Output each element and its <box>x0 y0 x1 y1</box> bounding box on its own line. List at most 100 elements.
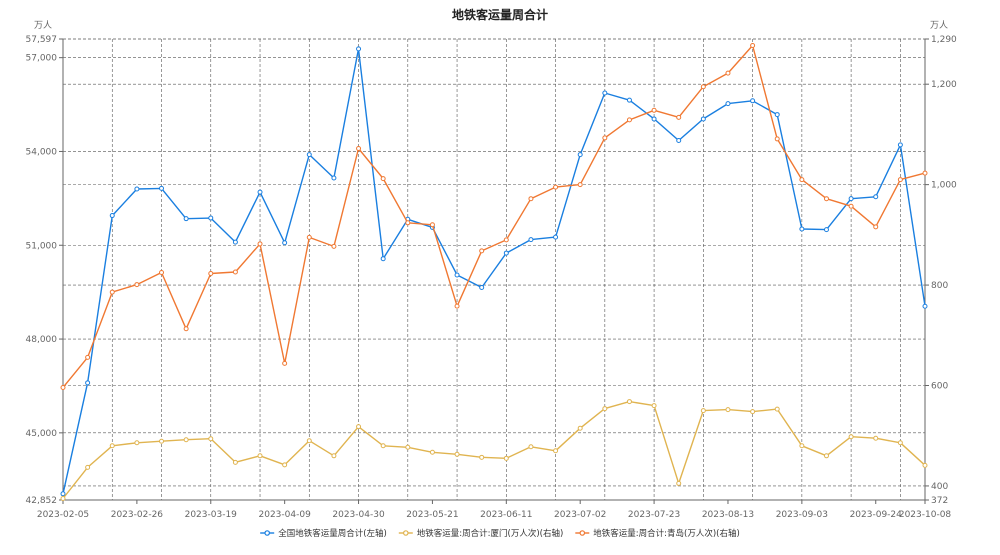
data-point <box>602 135 608 141</box>
data-point <box>602 406 608 412</box>
data-point <box>331 175 337 181</box>
data-point <box>356 46 362 52</box>
right-tick-label: 372 <box>931 496 948 506</box>
data-point <box>479 284 485 290</box>
left-tick-label: 48,000 <box>26 335 58 345</box>
data-point <box>429 449 435 455</box>
data-point <box>725 101 731 107</box>
axes: 42,852 45,000 48,000 51,000 54,000 57,000 57,5… <box>26 35 958 520</box>
left-tick-label: 45,000 <box>26 429 58 439</box>
data-point <box>553 448 559 454</box>
data-point <box>725 407 731 413</box>
data-point <box>799 443 805 449</box>
series-lines <box>60 43 928 501</box>
data-point <box>553 234 559 240</box>
data-point <box>553 184 559 190</box>
x-tick-label: 2023-09-03 <box>776 510 828 520</box>
data-point <box>774 406 780 412</box>
x-tick-label: 2023-02-05 <box>37 510 89 520</box>
data-point <box>651 116 657 122</box>
data-point <box>873 435 879 441</box>
data-point <box>282 240 288 246</box>
data-point <box>897 142 903 148</box>
data-point <box>823 453 829 459</box>
data-point <box>503 250 509 256</box>
legend-label: 地铁客运量:周合计:厦门(万人次)(右轴) <box>417 528 564 539</box>
data-point <box>823 196 829 202</box>
data-point <box>922 462 928 468</box>
data-point <box>183 437 189 443</box>
data-point <box>922 303 928 309</box>
data-point <box>257 189 263 195</box>
legend-swatch-marker <box>264 530 271 536</box>
data-point <box>922 170 928 176</box>
data-point <box>134 282 140 288</box>
left-tick-label: 54,000 <box>26 147 58 157</box>
data-point <box>799 177 805 183</box>
data-point <box>134 440 140 446</box>
legend-swatch-marker <box>579 530 586 536</box>
data-point <box>799 226 805 232</box>
data-point <box>750 409 756 415</box>
legend-swatch-marker <box>402 530 409 536</box>
data-point <box>528 237 534 243</box>
data-point <box>159 270 165 276</box>
data-point <box>306 152 312 158</box>
x-tick-label: 2023-02-26 <box>111 510 164 520</box>
data-point <box>60 491 66 497</box>
data-point <box>282 462 288 468</box>
data-point <box>626 399 632 405</box>
right-tick-label: 400 <box>931 482 948 492</box>
data-point <box>356 145 362 151</box>
data-point <box>208 271 214 277</box>
left-tick-label: 51,000 <box>26 241 58 251</box>
series-line-1 <box>62 400 926 499</box>
data-point <box>208 215 214 221</box>
x-tick-label: 2023-05-21 <box>406 510 458 520</box>
data-point <box>897 440 903 446</box>
data-point <box>848 203 854 209</box>
data-point <box>577 425 583 431</box>
data-point <box>750 98 756 104</box>
data-point <box>282 360 288 366</box>
legend: 全国地铁客运量周合计(左轴) 地铁客运量:周合计:厦门(万人次)(右轴) 地铁客运量… <box>260 528 740 539</box>
data-point <box>405 220 411 226</box>
x-tick-label: 2023-09-24 <box>850 510 903 520</box>
data-point <box>626 97 632 103</box>
data-point <box>306 438 312 444</box>
series-line-0 <box>62 48 926 494</box>
legend-item: 地铁客运量:周合计:厦门(万人次)(右轴) <box>398 528 564 539</box>
data-point <box>676 114 682 120</box>
legend-label: 全国地铁客运量周合计(左轴) <box>278 528 387 539</box>
legend-label: 地铁客运量:周合计:青岛(万人次)(右轴) <box>593 528 740 539</box>
data-point <box>306 234 312 240</box>
x-tick-label: 2023-08-13 <box>702 510 754 520</box>
x-tick-label: 2023-10-08 <box>899 510 952 520</box>
data-point <box>85 380 91 386</box>
data-point <box>208 436 214 442</box>
x-tick-label: 2023-03-19 <box>185 510 238 520</box>
data-point <box>577 152 583 158</box>
x-tick-label: 2023-07-23 <box>628 510 680 520</box>
data-point <box>528 196 534 202</box>
data-point <box>109 443 115 449</box>
data-point <box>331 243 337 249</box>
data-point <box>257 453 263 459</box>
x-tick-label: 2023-04-30 <box>332 510 385 520</box>
x-tick-label: 2023-04-09 <box>259 510 312 520</box>
data-point <box>380 256 386 262</box>
data-point <box>380 443 386 449</box>
legend-item: 全国地铁客运量周合计(左轴) <box>260 528 387 539</box>
series-line-2 <box>62 44 926 388</box>
data-point <box>528 444 534 450</box>
data-point <box>577 182 583 188</box>
data-point <box>454 272 460 278</box>
right-tick-label: 800 <box>931 281 948 291</box>
data-point <box>479 248 485 254</box>
x-tick-label: 2023-07-02 <box>554 510 606 520</box>
data-point <box>725 70 731 76</box>
grid <box>62 38 925 500</box>
data-point <box>651 107 657 113</box>
data-point <box>503 455 509 461</box>
data-point <box>848 196 854 202</box>
